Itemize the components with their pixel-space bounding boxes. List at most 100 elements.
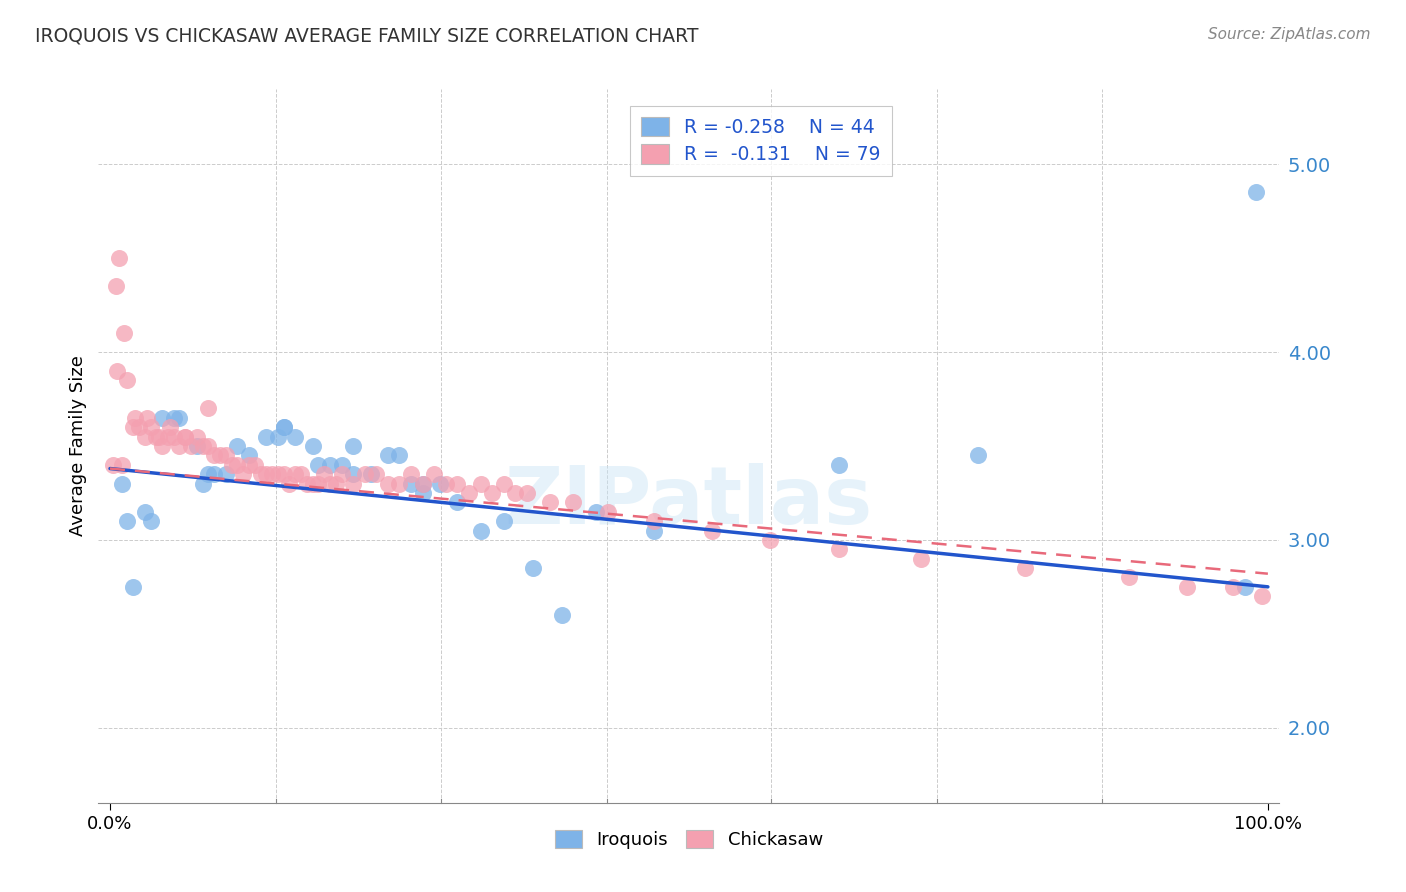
Point — [273, 467, 295, 482]
Point — [122, 580, 145, 594]
Point — [112, 326, 135, 341]
Point — [197, 439, 219, 453]
Point — [967, 449, 990, 463]
Point — [585, 505, 607, 519]
Point — [423, 467, 446, 482]
Point — [136, 410, 159, 425]
Point — [278, 476, 301, 491]
Point — [596, 505, 619, 519]
Point — [388, 476, 411, 491]
Point — [470, 476, 492, 491]
Point — [174, 429, 197, 443]
Point — [377, 476, 399, 491]
Point — [412, 486, 434, 500]
Point — [174, 429, 197, 443]
Point — [828, 542, 851, 557]
Point — [325, 476, 347, 491]
Text: Source: ZipAtlas.com: Source: ZipAtlas.com — [1208, 27, 1371, 42]
Point — [550, 607, 572, 622]
Point — [124, 410, 146, 425]
Point — [643, 514, 665, 528]
Point — [330, 467, 353, 482]
Point — [145, 429, 167, 443]
Point — [290, 467, 312, 482]
Point — [516, 486, 538, 500]
Point — [1175, 580, 1198, 594]
Point — [759, 533, 782, 547]
Point — [470, 524, 492, 538]
Point — [538, 495, 561, 509]
Point — [366, 467, 388, 482]
Point — [301, 476, 323, 491]
Point — [208, 449, 231, 463]
Point — [319, 476, 342, 491]
Point — [134, 429, 156, 443]
Point — [301, 439, 323, 453]
Point — [221, 458, 243, 472]
Point — [103, 458, 125, 472]
Y-axis label: Average Family Size: Average Family Size — [69, 356, 87, 536]
Point — [412, 476, 434, 491]
Point — [122, 420, 145, 434]
Point — [360, 467, 382, 482]
Point — [273, 420, 295, 434]
Point — [412, 476, 434, 491]
Point — [150, 410, 173, 425]
Point — [254, 467, 277, 482]
Point — [105, 364, 128, 378]
Point — [238, 449, 260, 463]
Point — [1118, 570, 1140, 584]
Text: ZIPatlas: ZIPatlas — [505, 463, 873, 541]
Point — [307, 476, 329, 491]
Point — [434, 476, 457, 491]
Point — [307, 458, 329, 472]
Point — [1251, 589, 1274, 603]
Point — [117, 514, 139, 528]
Point — [267, 467, 290, 482]
Point — [522, 561, 544, 575]
Point — [191, 439, 214, 453]
Point — [139, 420, 162, 434]
Point — [399, 467, 422, 482]
Point — [197, 467, 219, 482]
Point — [104, 279, 127, 293]
Point — [458, 486, 481, 500]
Point — [342, 467, 364, 482]
Point — [180, 439, 202, 453]
Point — [1222, 580, 1244, 594]
Point — [492, 514, 515, 528]
Point — [503, 486, 526, 500]
Point — [1246, 186, 1268, 200]
Point — [284, 429, 307, 443]
Point — [202, 467, 225, 482]
Point — [139, 514, 162, 528]
Point — [169, 439, 191, 453]
Point — [342, 476, 364, 491]
Point — [284, 467, 307, 482]
Point — [163, 429, 186, 443]
Point — [197, 401, 219, 416]
Point — [110, 458, 132, 472]
Point — [163, 410, 186, 425]
Point — [1014, 561, 1036, 575]
Point — [446, 495, 468, 509]
Point — [492, 476, 515, 491]
Point — [159, 420, 181, 434]
Point — [377, 449, 399, 463]
Point — [186, 429, 208, 443]
Point — [446, 476, 468, 491]
Point — [267, 429, 290, 443]
Point — [254, 429, 277, 443]
Point — [262, 467, 284, 482]
Point — [399, 476, 422, 491]
Point — [148, 429, 170, 443]
Point — [481, 486, 503, 500]
Point — [429, 476, 451, 491]
Point — [342, 439, 364, 453]
Point — [186, 439, 208, 453]
Point — [238, 458, 260, 472]
Point — [156, 429, 179, 443]
Point — [910, 551, 932, 566]
Point — [273, 420, 295, 434]
Point — [128, 420, 150, 434]
